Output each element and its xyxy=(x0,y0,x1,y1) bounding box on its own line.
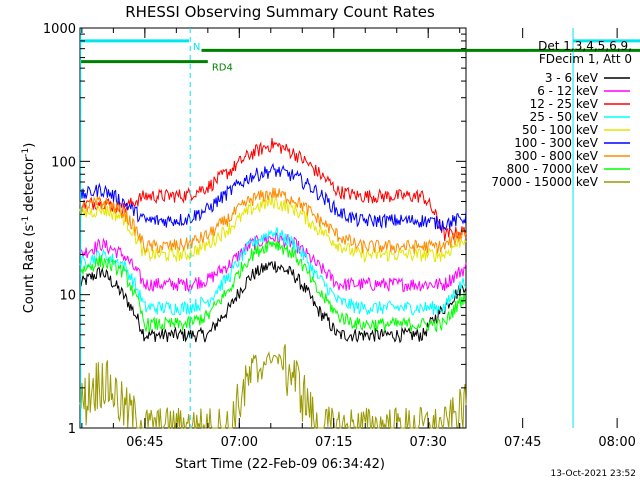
x-tick-label: 06:45 xyxy=(126,435,163,450)
legend-entry-label: 3 - 6 keV xyxy=(545,71,599,85)
flag-label: N xyxy=(193,42,200,53)
plot-frame-layer xyxy=(79,27,467,429)
x-tick-label: 07:15 xyxy=(315,435,352,450)
x-axis-label: Start Time (22-Feb-09 06:34:42) xyxy=(175,457,385,472)
series-line xyxy=(79,138,467,242)
series-line xyxy=(79,261,467,344)
x-tick-label: 07:30 xyxy=(409,435,446,450)
series-line xyxy=(79,239,467,333)
x-tick-label: 07:00 xyxy=(221,435,258,450)
plot-frame xyxy=(79,27,467,429)
y-tick-label: 1000 xyxy=(43,22,76,37)
x-tick-label: 07:45 xyxy=(504,435,541,450)
legend-entry-label: 6 - 12 keV xyxy=(537,84,599,98)
y-tick-label: 10 xyxy=(59,289,76,304)
legend-entry-label: 7000 - 15000 keV xyxy=(491,175,598,189)
chart-title: RHESSI Observing Summary Count Rates xyxy=(125,3,435,21)
legend-header-line-2: FDecim 1, Att 0 xyxy=(539,52,632,66)
series-line xyxy=(79,344,467,430)
legend-entry-label: 25 - 50 keV xyxy=(530,110,599,124)
legend-entry-label: 12 - 25 keV xyxy=(530,97,599,111)
series-line xyxy=(80,187,467,254)
legend-entry-label: 300 - 800 keV xyxy=(514,149,598,163)
series-line xyxy=(79,227,467,316)
legend-entry-label: 100 - 300 keV xyxy=(514,136,598,150)
y-tick-label: 1 xyxy=(68,422,76,437)
footer-date: 13-Oct-2021 23:52 xyxy=(551,469,636,479)
legend-header-line-1: Det 1,3,4,5,6,9, xyxy=(538,39,632,53)
legend-entry-label: 50 - 100 keV xyxy=(522,123,599,137)
axis-ticks-layer: 1 10 100 1000 06:45 07:00 07:15 07:30 07:45 08:00 xyxy=(43,22,636,450)
x-tick-label: 08:00 xyxy=(598,435,635,450)
y-axis-label: Count Rate (s-1 detector-1) xyxy=(21,143,37,314)
time-markers-layer xyxy=(80,28,574,428)
flag-bars-layer: NRD0RD4 xyxy=(80,39,640,74)
series-line xyxy=(79,162,467,232)
y-tick-label: 100 xyxy=(51,155,76,170)
flag-label: RD4 xyxy=(212,63,233,74)
legend-entry-label: 800 - 7000 keV xyxy=(507,162,599,176)
series-lines-layer xyxy=(79,138,467,430)
